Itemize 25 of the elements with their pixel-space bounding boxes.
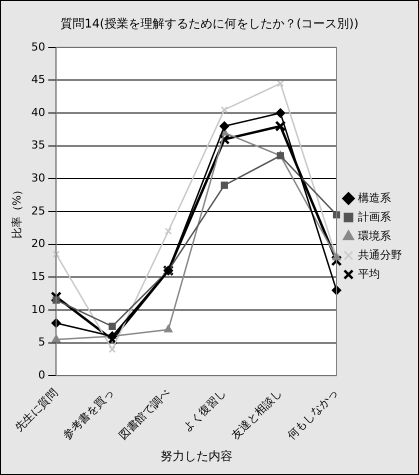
- x-tick-label: 友達と相談し: [228, 386, 285, 442]
- y-tick-label: 20: [31, 237, 46, 250]
- x-tick-label: 参考書を買っ: [60, 386, 116, 442]
- x-tick-label: よく復習し: [180, 386, 229, 434]
- y-tick-label: 40: [31, 106, 46, 119]
- y-tick-label: 50: [31, 40, 46, 54]
- y-tick-label: 35: [31, 138, 46, 152]
- x-tick-label: 先生に質問: [12, 386, 60, 434]
- y-tick-label: 25: [31, 204, 46, 218]
- y-tick-label: 15: [31, 270, 46, 283]
- legend-label: 計画系: [358, 210, 391, 224]
- y-tick-label: 5: [38, 336, 46, 349]
- x-tick-label: 図書館で調べ: [116, 386, 172, 442]
- y-tick-label: 0: [38, 368, 46, 382]
- legend-label: 平均: [358, 267, 380, 280]
- legend-label: 構造系: [358, 191, 391, 204]
- legend-label: 共通分野: [358, 248, 402, 262]
- x-axis-title: 努力した内容: [160, 448, 232, 463]
- y-tick-label: 30: [31, 172, 46, 185]
- x-tick-label: 何もしなかっ: [284, 386, 341, 442]
- y-axis-title: 比率（%）: [10, 184, 24, 239]
- legend-label: 環境系: [358, 229, 391, 242]
- y-tick-label: 10: [31, 302, 46, 316]
- chart-title: 質問14(授業を理解するために何をしたか？(コース別)): [60, 16, 358, 30]
- y-tick-label: 45: [31, 73, 46, 86]
